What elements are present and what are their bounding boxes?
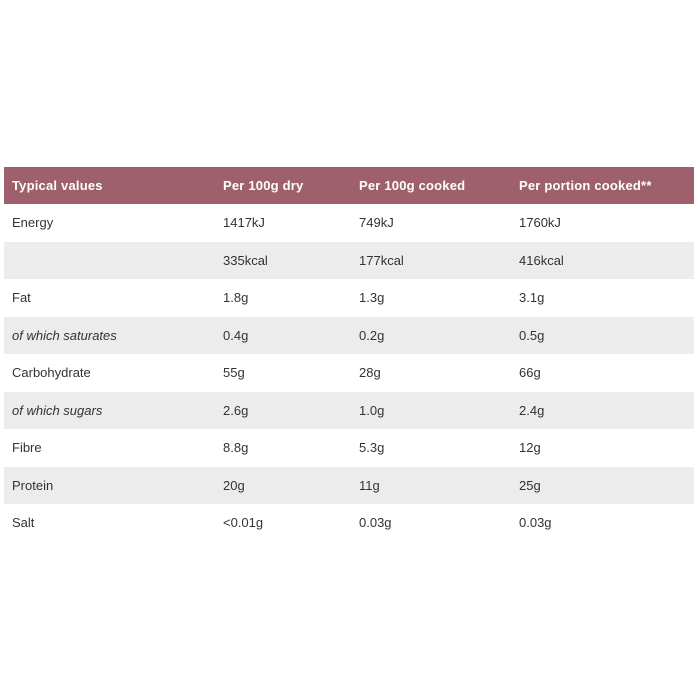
value-cell: 20g bbox=[215, 466, 351, 504]
value-cell: 0.03g bbox=[519, 515, 552, 531]
value-cell: 1760kJ bbox=[519, 215, 561, 231]
value-cell: 1417kJ bbox=[223, 215, 265, 231]
value-cell: 0.5g bbox=[511, 316, 694, 354]
value-cell: 0.4g bbox=[215, 316, 351, 354]
value-cell: 0.03g bbox=[359, 515, 392, 531]
table-row: of which sugars 2.6g 1.0g 2.4g bbox=[4, 391, 694, 429]
value-cell: 66g bbox=[519, 365, 541, 381]
row-label: of which sugars bbox=[4, 391, 215, 429]
table-row: Protein 20g 11g 25g bbox=[4, 466, 694, 504]
row-label: Protein bbox=[4, 466, 215, 504]
value-cell: 1.0g bbox=[351, 391, 511, 429]
row-label: of which saturates bbox=[4, 316, 215, 354]
value-cell: 1.8g bbox=[223, 290, 249, 306]
value-cell: <0.01g bbox=[223, 515, 264, 531]
value-cell: 11g bbox=[351, 466, 511, 504]
header-cell: Per 100g cooked bbox=[351, 167, 511, 204]
value-cell: 416kcal bbox=[511, 241, 694, 279]
header-cell: Per portion cooked** bbox=[511, 167, 694, 204]
row-label: Fat bbox=[12, 290, 31, 306]
value-cell: 2.6g bbox=[215, 391, 351, 429]
table-row: 335kcal 177kcal 416kcal bbox=[4, 241, 694, 279]
value-cell: 55g bbox=[223, 365, 245, 381]
value-cell: 12g bbox=[519, 440, 541, 456]
value-cell: 5.3g bbox=[359, 440, 385, 456]
value-cell: 28g bbox=[359, 365, 381, 381]
row-label: Carbohydrate bbox=[12, 365, 91, 381]
value-cell: 335kcal bbox=[215, 241, 351, 279]
header-row: Typical values Per 100g dry Per 100g cooke… bbox=[4, 167, 694, 204]
value-cell: 3.1g bbox=[519, 290, 545, 306]
table-header: Typical values Per 100g dry Per 100g cooke… bbox=[4, 167, 694, 204]
value-cell: 8.8g bbox=[223, 440, 249, 456]
header-cell: Per 100g dry bbox=[215, 167, 351, 204]
table-body: Energy 1417kJ 749kJ 1760kJ 335kcal 177kcal 416… bbox=[4, 204, 694, 542]
header-cell: Typical values bbox=[4, 167, 215, 204]
row-label bbox=[4, 241, 215, 279]
table-row: of which saturates 0.4g 0.2g 0.5g bbox=[4, 316, 694, 354]
value-cell: 1.3g bbox=[359, 290, 385, 306]
nutrition-table: Typical values Per 100g dry Per 100g cooke… bbox=[4, 167, 694, 542]
table-row: Fibre 8.8g 5.3g 12g bbox=[4, 429, 694, 467]
value-cell: 749kJ bbox=[359, 215, 394, 231]
row-label: Energy bbox=[12, 215, 54, 231]
value-cell: 2.4g bbox=[511, 391, 694, 429]
table-row: Carbohydrate 55g 28g 66g bbox=[4, 354, 694, 392]
row-label: Salt bbox=[12, 515, 35, 531]
table-row: Energy 1417kJ 749kJ 1760kJ bbox=[4, 204, 694, 242]
table-row: Fat 1.8g 1.3g 3.1g bbox=[4, 279, 694, 317]
value-cell: 0.2g bbox=[351, 316, 511, 354]
table-row: Salt <0.01g 0.03g 0.03g bbox=[4, 504, 694, 542]
row-label: Fibre bbox=[12, 440, 42, 456]
value-cell: 177kcal bbox=[351, 241, 511, 279]
value-cell: 25g bbox=[511, 466, 694, 504]
